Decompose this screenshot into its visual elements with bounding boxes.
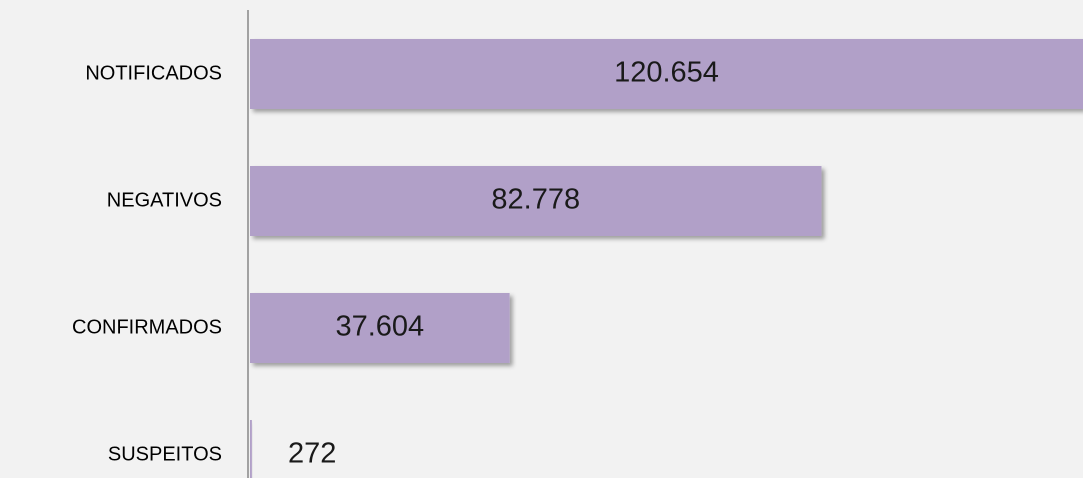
- value-label: 272: [288, 438, 336, 470]
- y-tick-label: SUSPEITOS: [108, 443, 222, 465]
- value-label: 82.778: [491, 184, 580, 216]
- y-tick-label: NEGATIVOS: [107, 189, 222, 211]
- bar: [250, 39, 1083, 109]
- value-label: 120.654: [614, 57, 719, 89]
- y-tick-label: NOTIFICADOS: [85, 62, 222, 84]
- bar: [250, 293, 510, 363]
- bar: [250, 420, 252, 478]
- y-tick-label: CONFIRMADOS: [72, 316, 222, 338]
- value-label: 37.604: [335, 311, 424, 343]
- bar: [250, 166, 822, 236]
